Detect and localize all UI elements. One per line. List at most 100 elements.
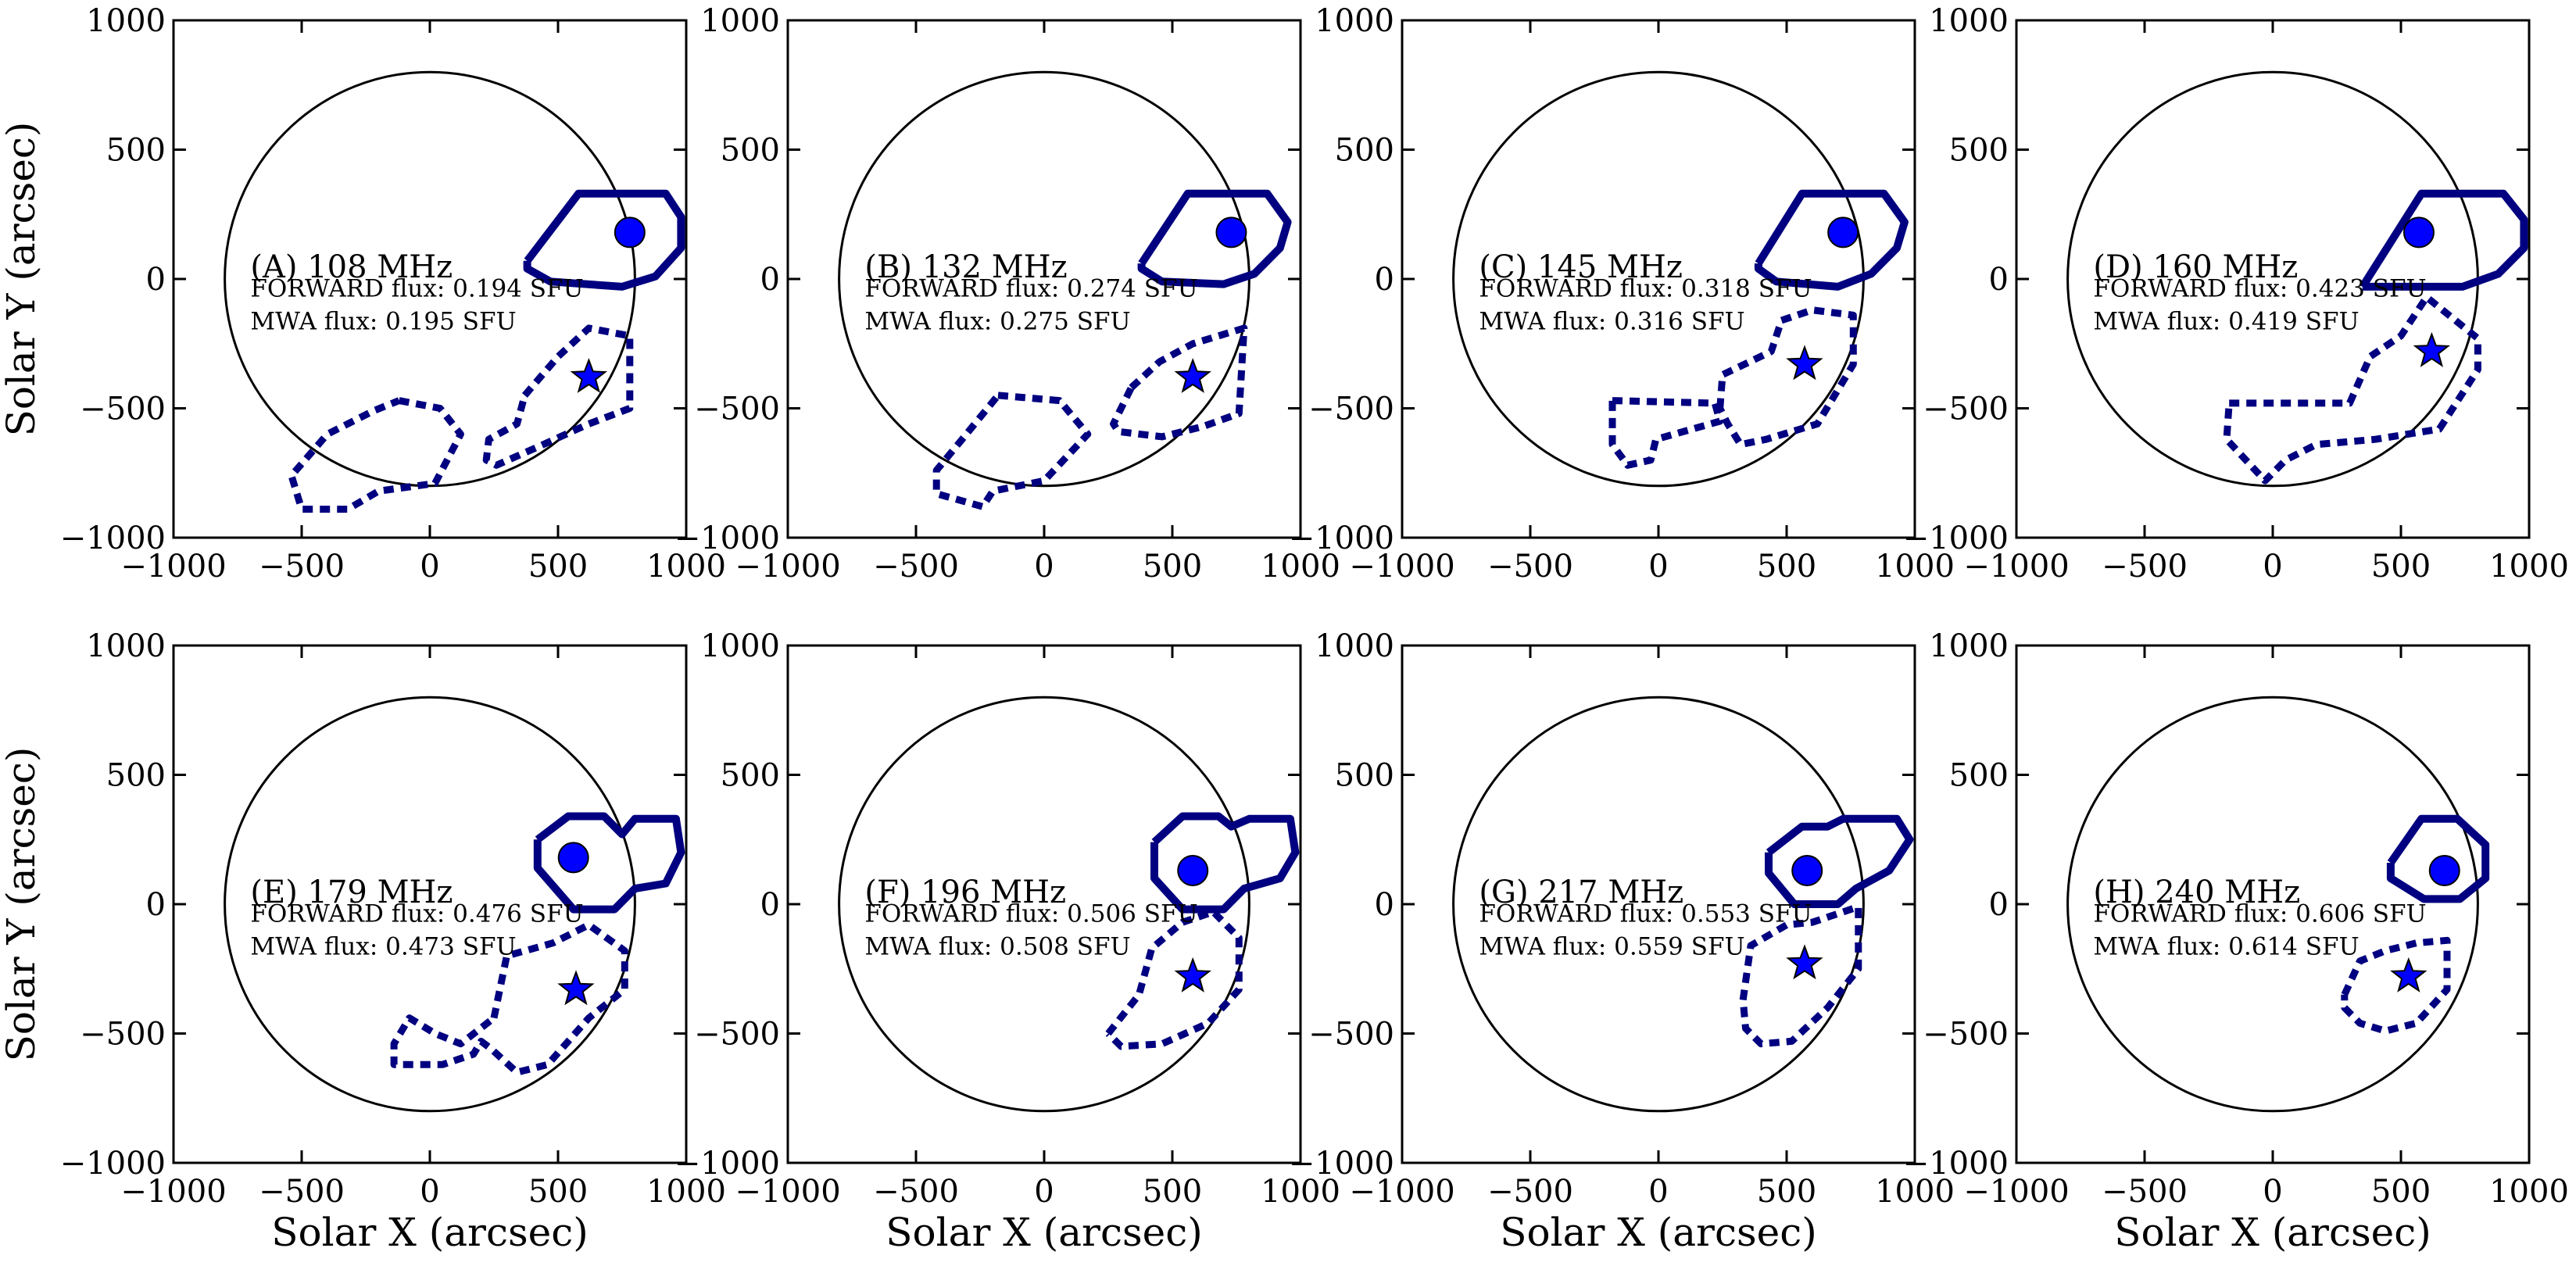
x-tick-label: 1000 — [2489, 1174, 2569, 1210]
forward-flux-label: FORWARD flux: 0.423 SFU — [2093, 275, 2426, 303]
x-tick-label: 0 — [420, 1174, 439, 1210]
y-tick-label: −500 — [694, 1017, 780, 1053]
mwa-flux-label: MWA flux: 0.419 SFU — [2093, 308, 2359, 336]
star-marker — [557, 970, 595, 1006]
x-tick-label: 0 — [1034, 1174, 1054, 1210]
dashed-contour — [1739, 903, 1862, 1048]
y-tick-label: −1000 — [674, 520, 780, 556]
x-axis-label: Solar X (arcsec) — [271, 1210, 588, 1255]
plot-area — [1452, 70, 1909, 488]
solid-contour — [533, 812, 685, 914]
x-tick-label: 1000 — [2489, 549, 2569, 585]
y-tick-label: 0 — [1375, 887, 1394, 923]
dashed-contour — [390, 921, 628, 1076]
y-axis-label: Solar Y (arcsec) — [0, 747, 44, 1062]
y-tick-label: 1000 — [86, 628, 166, 664]
y-tick-label: −500 — [1308, 1017, 1394, 1053]
y-tick-label: 500 — [106, 133, 166, 169]
x-tick-label: 0 — [1648, 1174, 1668, 1210]
panel-label: (F) 196 MHz — [864, 874, 1066, 910]
mwa-flux-label: MWA flux: 0.614 SFU — [2093, 933, 2359, 961]
forward-flux-label: FORWARD flux: 0.553 SFU — [1479, 900, 1812, 928]
dashed-contour — [2341, 936, 2451, 1035]
y-tick-label: −500 — [1923, 1017, 2009, 1053]
x-tick-label: 500 — [2371, 1174, 2431, 1210]
x-tick-label: −500 — [1487, 549, 1573, 585]
star-marker — [1786, 345, 1823, 381]
x-tick-label: −500 — [873, 549, 959, 585]
x-tick-label: 500 — [1757, 549, 1816, 585]
panel-label: (H) 240 MHz — [2093, 874, 2300, 910]
x-tick-label: 500 — [528, 549, 588, 585]
y-tick-label: −500 — [1923, 392, 2009, 427]
dashed-contour — [1110, 324, 1248, 441]
y-tick-label: 1000 — [1315, 628, 1394, 664]
y-tick-label: −1000 — [1289, 1146, 1394, 1182]
solid-contour — [2386, 814, 2490, 903]
solid-contour — [523, 189, 685, 291]
star-marker — [570, 357, 608, 393]
y-tick-label: 0 — [760, 262, 780, 298]
solar-disk — [2066, 696, 2479, 1113]
y-tick-label: −500 — [80, 1017, 166, 1053]
x-tick-label: 0 — [2263, 1174, 2282, 1210]
circle-marker — [557, 842, 589, 874]
x-tick-label: 500 — [1143, 1174, 1202, 1210]
x-tick-label: 1000 — [1261, 1174, 1340, 1210]
y-tick-label: 0 — [146, 262, 166, 298]
x-tick-label: −500 — [2102, 549, 2188, 585]
forward-flux-label: FORWARD flux: 0.476 SFU — [250, 900, 583, 928]
dashed-contour — [1716, 306, 1857, 449]
dashed-contour-2 — [1608, 397, 1724, 469]
dashed-contour — [2223, 293, 2481, 485]
y-tick-label: 1000 — [1929, 628, 2009, 664]
y-tick-label: 0 — [1375, 262, 1394, 298]
star-marker — [2390, 957, 2428, 992]
star-marker — [2413, 331, 2451, 367]
plot-area — [838, 70, 1292, 510]
x-tick-label: 1000 — [646, 1174, 726, 1210]
circle-marker — [614, 216, 646, 249]
mwa-flux-label: MWA flux: 0.195 SFU — [250, 308, 516, 336]
x-tick-label: 500 — [2371, 549, 2431, 585]
solar-disk — [1452, 696, 1865, 1113]
circle-marker — [2428, 854, 2460, 886]
mwa-flux-label: MWA flux: 0.508 SFU — [864, 933, 1130, 961]
x-tick-label: −1000 — [1963, 549, 2069, 585]
x-tick-label: 500 — [1143, 549, 1202, 585]
x-tick-label: 500 — [1757, 1174, 1816, 1210]
y-tick-label: 500 — [1335, 758, 1394, 794]
panel-label: (A) 108 MHz — [250, 249, 453, 285]
panel-label: (D) 160 MHz — [2093, 249, 2298, 285]
mwa-flux-label: MWA flux: 0.559 SFU — [1479, 933, 1744, 961]
x-axis-label: Solar X (arcsec) — [886, 1210, 1202, 1255]
x-tick-label: −500 — [259, 549, 345, 585]
y-tick-label: −1000 — [1903, 520, 2009, 556]
solar-disk — [224, 696, 636, 1113]
plot-area — [1452, 696, 1914, 1113]
x-tick-label: 500 — [528, 1174, 588, 1210]
x-tick-label: −1000 — [735, 549, 840, 585]
solid-contour — [1137, 189, 1292, 288]
x-tick-label: −1000 — [120, 1174, 226, 1210]
y-tick-label: 500 — [721, 758, 780, 794]
y-tick-label: −500 — [80, 392, 166, 427]
dashed-contour — [482, 324, 634, 469]
x-tick-label: −1000 — [1963, 1174, 2069, 1210]
panel-label: (C) 145 MHz — [1479, 249, 1683, 285]
x-tick-label: 1000 — [1875, 549, 1955, 585]
panel-label: (E) 179 MHz — [250, 874, 453, 910]
x-axis-label: Solar X (arcsec) — [1500, 1210, 1816, 1255]
plot-area — [2066, 696, 2490, 1113]
solid-contour — [1754, 189, 1909, 291]
x-tick-label: −1000 — [1349, 1174, 1454, 1210]
forward-flux-label: FORWARD flux: 0.194 SFU — [250, 275, 583, 303]
forward-flux-label: FORWARD flux: 0.606 SFU — [2093, 900, 2426, 928]
y-tick-label: 0 — [760, 887, 780, 923]
y-tick-label: 1000 — [1315, 3, 1394, 39]
x-tick-label: 0 — [420, 549, 439, 585]
x-tick-label: 0 — [1034, 549, 1054, 585]
